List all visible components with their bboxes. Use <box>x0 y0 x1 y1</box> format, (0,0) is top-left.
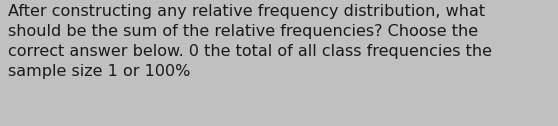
Text: After constructing any relative frequency distribution, what
should be the sum o: After constructing any relative frequenc… <box>8 4 492 79</box>
